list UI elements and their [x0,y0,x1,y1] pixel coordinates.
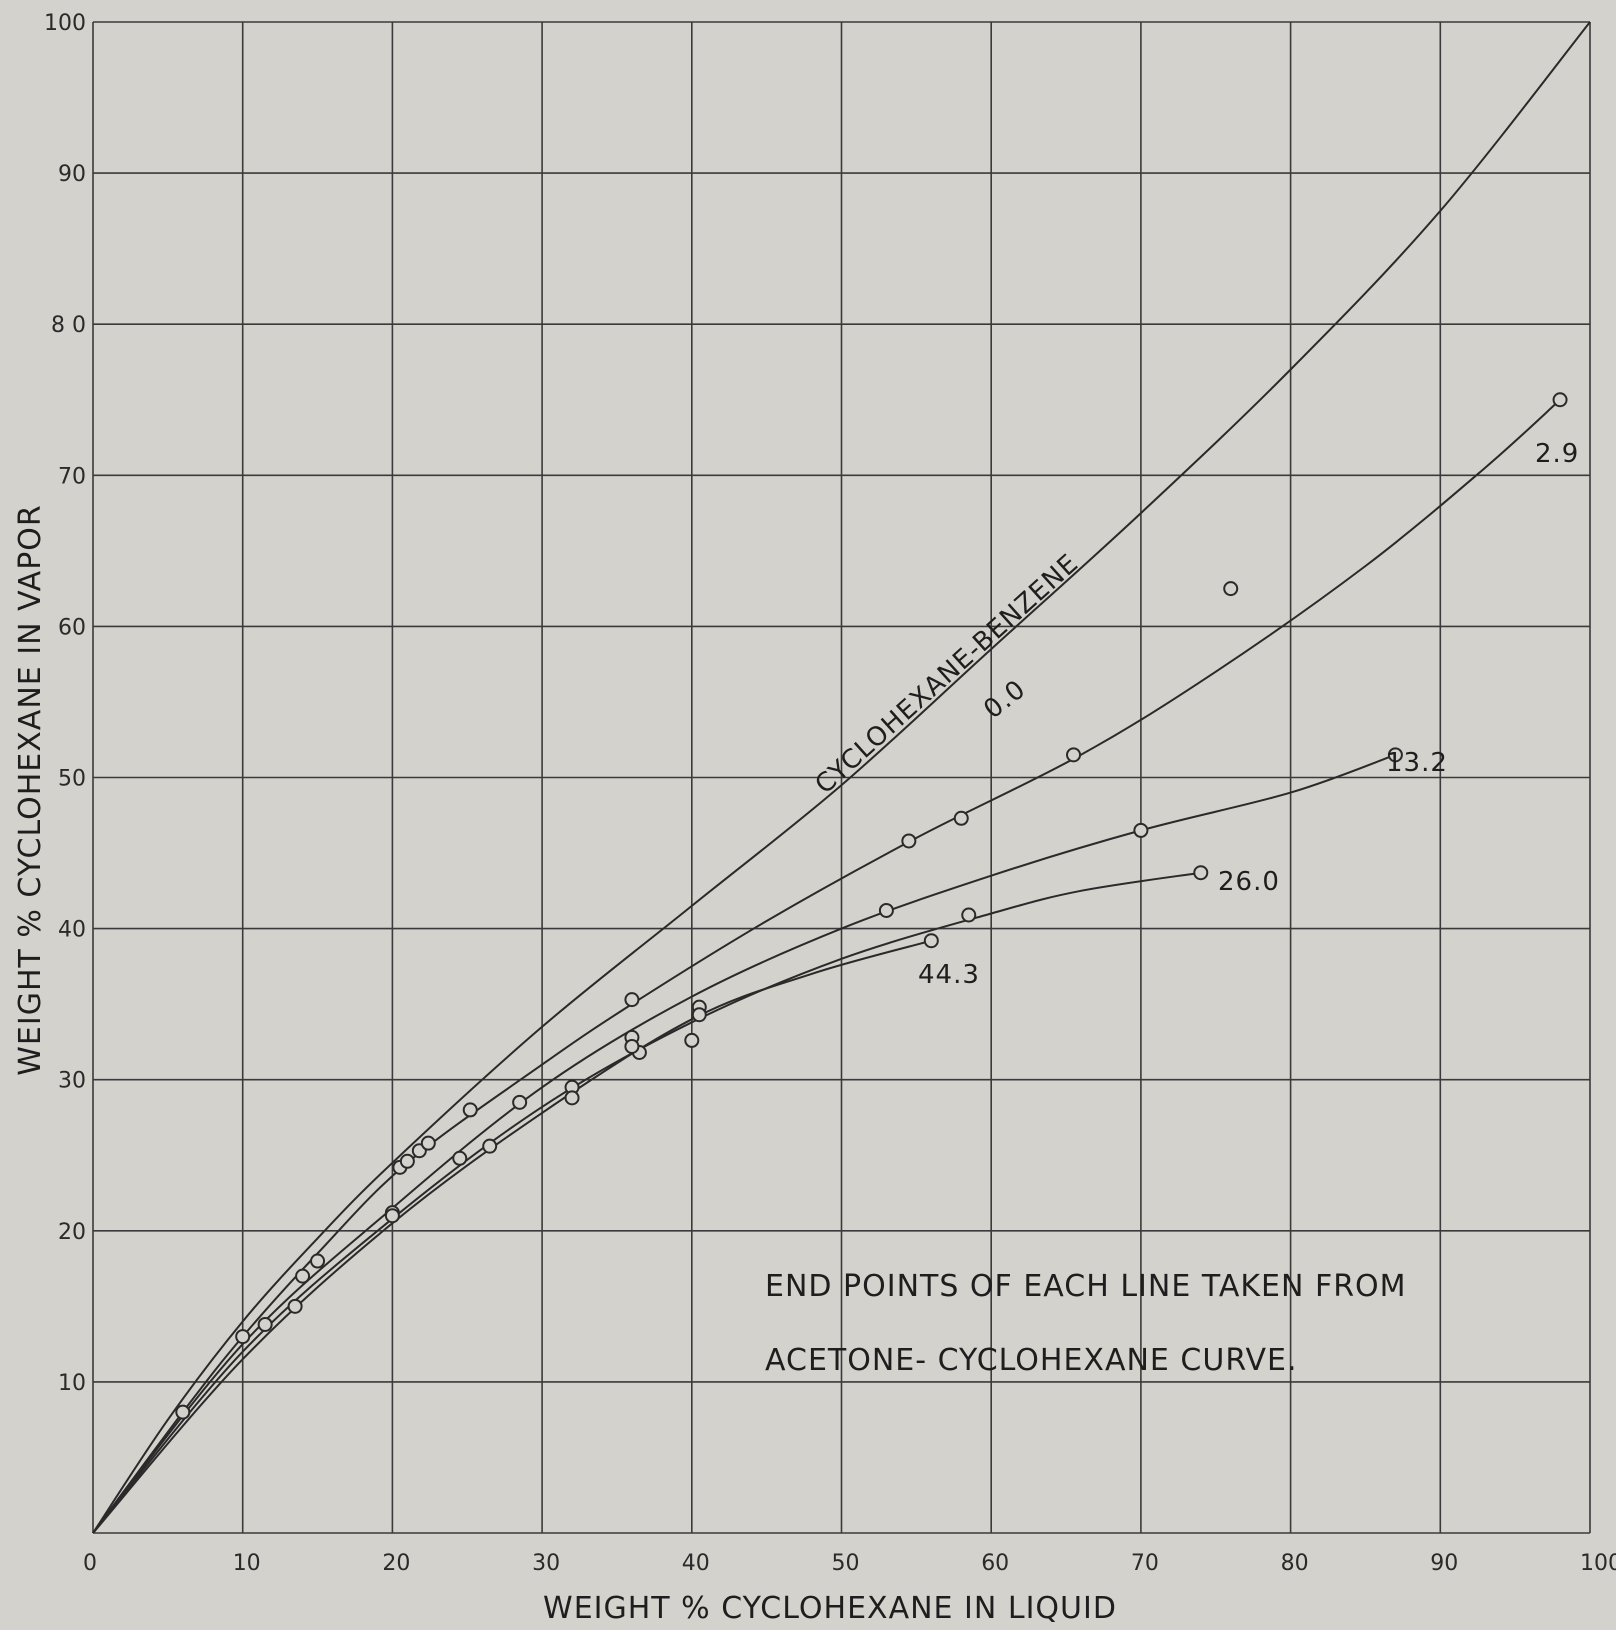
y-tick-label: 70 [58,464,86,489]
data-point [175,1404,191,1420]
data-point [684,1032,700,1048]
data-point [1552,392,1568,408]
data-point [452,1150,468,1166]
data-point [878,902,894,918]
y-tick-labels: 10 20 30 40 50 60 70 8 0 90 100 [44,11,86,1396]
x-tick-label: 20 [382,1551,410,1576]
x-tick-labels: 0 10 20 30 40 50 60 70 80 90 100 [83,1551,1616,1576]
x-tick-label: 10 [233,1551,261,1576]
series-label-26-0: 26.0 [1218,867,1280,897]
data-point [399,1153,415,1169]
data-point [235,1329,251,1345]
data-point [961,907,977,923]
y-tick-label: 40 [58,918,86,943]
x-axis-label: WEIGHT % CYCLOHEXANE IN LIQUID [543,1591,1117,1626]
data-point [295,1268,311,1284]
x-tick-label: 0 [83,1551,97,1576]
y-tick-label: 30 [58,1069,86,1094]
x-tick-label: 30 [532,1551,560,1576]
y-tick-label: 10 [58,1371,86,1396]
x-tick-label: 50 [832,1551,860,1576]
y-tick-label: 50 [58,767,86,792]
y-axis-label: WEIGHT % CYCLOHEXANE IN VAPOR [13,504,48,1076]
data-point [923,933,939,949]
data-points [175,392,1568,1420]
series-label-2-9: 2.9 [1535,439,1579,469]
y-tick-label: 8 0 [51,313,86,338]
data-point [624,992,640,1008]
data-point [257,1316,273,1332]
annotation-line-1: END POINTS OF EACH LINE TAKEN FROM [765,1269,1407,1304]
series-label-44-3: 44.3 [918,960,980,990]
x-tick-label: 40 [682,1551,710,1576]
y-tick-label: 20 [58,1220,86,1245]
x-tick-label: 60 [981,1551,1009,1576]
data-point [1066,747,1082,763]
annotation-line-2: ACETONE- CYCLOHEXANE CURVE. [765,1343,1298,1378]
data-point [1223,581,1239,597]
data-point [624,1038,640,1054]
x-tick-label: 70 [1131,1551,1159,1576]
series-line-2 [92,753,1396,1534]
data-point [310,1253,326,1269]
curves [92,21,1591,1534]
series-line-4 [92,939,932,1534]
data-point [384,1208,400,1224]
data-point [462,1102,478,1118]
series-line-1 [92,399,1561,1534]
data-point [901,833,917,849]
x-tick-label: 100 [1580,1551,1616,1576]
grid [92,21,1591,1534]
data-point [1387,747,1403,763]
y-tick-label: 90 [58,162,86,187]
data-point [287,1298,303,1314]
data-point [482,1138,498,1154]
y-tick-label: 100 [44,11,86,36]
data-point [953,810,969,826]
y-tick-label: 60 [58,615,86,640]
series-line-0 [92,21,1591,1534]
x-tick-label: 80 [1281,1551,1309,1576]
data-point [420,1135,436,1151]
data-point [691,1007,707,1023]
data-point [1193,865,1209,881]
data-point [564,1090,580,1106]
x-tick-label: 90 [1430,1551,1458,1576]
data-point [512,1094,528,1110]
series-label-13-2: 13.2 [1386,748,1448,778]
data-point [1133,822,1149,838]
